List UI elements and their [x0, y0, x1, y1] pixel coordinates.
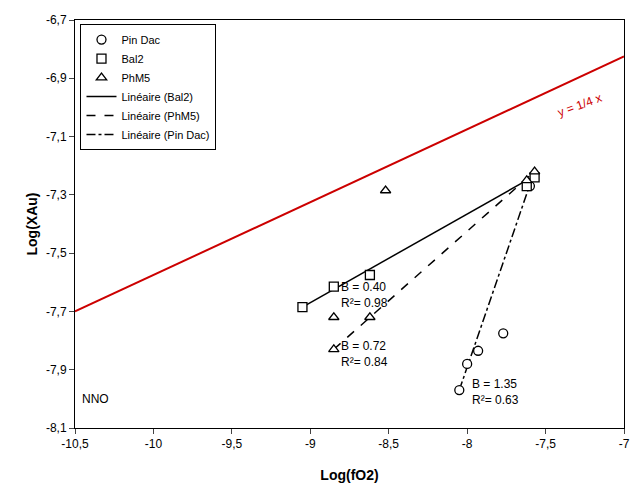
svg-text:-8,1: -8,1: [46, 421, 67, 435]
svg-text:Linéaire (Bal2): Linéaire (Bal2): [121, 91, 193, 103]
svg-text:-7: -7: [619, 437, 630, 451]
svg-text:-7,1: -7,1: [46, 130, 67, 144]
svg-text:Linéaire (PhM5): Linéaire (PhM5): [121, 110, 199, 122]
svg-text:-10: -10: [145, 437, 163, 451]
svg-text:-7,7: -7,7: [46, 305, 67, 319]
svg-text:-8: -8: [462, 437, 473, 451]
svg-text:-7,5: -7,5: [46, 246, 67, 260]
svg-text:-7,5: -7,5: [535, 437, 556, 451]
svg-text:B = 0.40R²= 0.98: B = 0.40R²= 0.98: [341, 280, 388, 310]
svg-text:Linéaire (Pin Dac): Linéaire (Pin Dac): [121, 129, 209, 141]
svg-text:-9: -9: [305, 437, 316, 451]
svg-text:-10,5: -10,5: [61, 437, 89, 451]
svg-text:Bal2: Bal2: [121, 53, 143, 65]
svg-text:-9,5: -9,5: [222, 437, 243, 451]
svg-text:-7,9: -7,9: [46, 363, 67, 377]
svg-text:Log(XAu): Log(XAu): [24, 193, 40, 256]
svg-text:B = 1.35R²= 0.63: B = 1.35R²= 0.63: [472, 377, 519, 407]
svg-text:-6,7: -6,7: [46, 13, 67, 27]
svg-text:Pin Dac: Pin Dac: [121, 34, 160, 46]
svg-text:B = 0.72R²= 0.84: B = 0.72R²= 0.84: [341, 339, 388, 369]
svg-text:-6,9: -6,9: [46, 71, 67, 85]
svg-text:-7,3: -7,3: [46, 188, 67, 202]
svg-text:PhM5: PhM5: [121, 72, 150, 84]
svg-text:NNO: NNO: [82, 392, 109, 406]
svg-text:Log(fO2): Log(fO2): [320, 467, 378, 483]
svg-text:y = 1/4 x: y = 1/4 x: [556, 91, 604, 120]
svg-text:-8,5: -8,5: [378, 437, 399, 451]
